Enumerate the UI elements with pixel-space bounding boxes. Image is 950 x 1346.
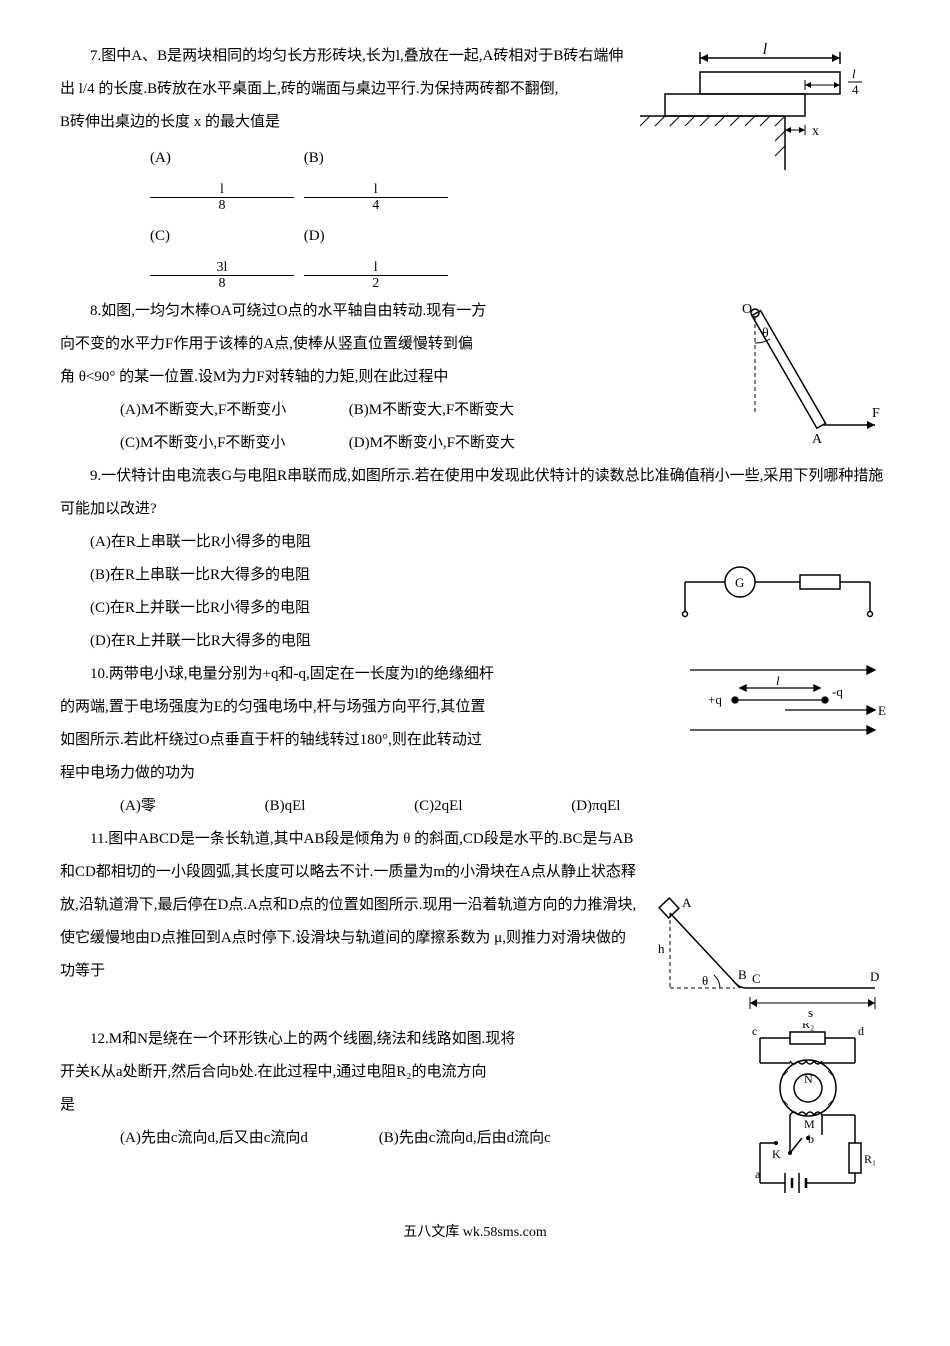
q12-opts: (A)先由c流向d,后又由c流向d (B)先由c流向d,后由d流向c xyxy=(60,1122,720,1155)
q7-optA-num: l xyxy=(150,182,294,198)
q12-fig-d: d xyxy=(858,1024,864,1038)
q7-fig-l4d: 4 xyxy=(852,82,859,97)
q10-optA: (A)零 xyxy=(90,790,156,823)
q11-fig-h: h xyxy=(658,941,665,956)
page-footer: 五八文库 wk.58sms.com xyxy=(60,1218,890,1249)
q8-opts2: (C)M不断变小,F不断变小 (D)M不断变小,F不断变大 xyxy=(60,427,700,460)
q8-optA: (A)M不断变大,F不断变小 xyxy=(90,394,345,427)
q8-line1: 8.如图,一均匀木棒OA可绕过O点的水平轴自由转动.现有一方 xyxy=(60,295,700,328)
q7-opts-row2: (C) 3l8 (D) l2 xyxy=(60,217,630,295)
q12-figure: c d R₂ N xyxy=(730,1023,890,1198)
q8-figure: O θ A F xyxy=(710,295,890,445)
q7-optC-den: 8 xyxy=(150,276,294,291)
q8-optB: (B)M不断变大,F不断变大 xyxy=(349,402,514,418)
q11-fig-C: C xyxy=(752,971,761,986)
q10-line3: 如图所示.若此杆绕过O点垂直于杆的轴线转过180°,则在此转动过 xyxy=(60,724,670,757)
q7-stem1: 7.图中A、B是两块相同的均匀长方形砖块,长为l,叠放在一起,A砖相对于B砖右端… xyxy=(60,40,630,106)
q12-fig-M: M xyxy=(804,1117,815,1131)
q10-optD: (D)πqEl xyxy=(541,790,620,823)
q10-line1: 10.两带电小球,电量分别为+q和-q,固定在一长度为l的绝缘细杆 xyxy=(60,658,670,691)
q10-figure: l +q -q E xyxy=(680,658,890,748)
q11-fig-s: s xyxy=(808,1005,813,1020)
q12-fig-R1: R₁ xyxy=(864,1152,876,1166)
q11-fig-B: B xyxy=(738,967,747,982)
q10-fig-E: E xyxy=(878,703,886,718)
q9-figure: G xyxy=(670,557,890,627)
q12-line1: 12.M和N是绕在一个环形铁心上的两个线圈,绕法和线路如图.现将 xyxy=(60,1023,720,1056)
q9-optA: (A)在R上串联一比R小得多的电阻 xyxy=(60,526,660,559)
q7-fig-x: x xyxy=(812,124,819,139)
q7-optB-den: 4 xyxy=(304,198,448,213)
q8-line2: 向不变的水平力F作用于该棒的A点,使棒从竖直位置缓慢转到偏 xyxy=(60,328,700,361)
q7-optD-label: (D) xyxy=(304,217,454,256)
q10-fig-l: l xyxy=(776,673,780,688)
q7-optA-den: 8 xyxy=(150,198,294,213)
q7-optB-num: l xyxy=(304,182,448,198)
q12-optA: (A)先由c流向d,后又由c流向d xyxy=(90,1122,375,1155)
q7-optA-label: (A) xyxy=(150,139,300,178)
q7-optD-num: l xyxy=(304,260,448,276)
q7-optC-num: 3l xyxy=(150,260,294,276)
q9-optB: (B)在R上串联一比R大得多的电阻 xyxy=(60,559,660,592)
q7-optC-label: (C) xyxy=(150,217,300,256)
q7-opts-row1: (A)l8 (B)l4 xyxy=(60,139,630,217)
q7-stem2: B砖伸出桌边的长度 x 的最大值是 xyxy=(60,106,630,139)
q8-optD: (D)M不断变小,F不断变大 xyxy=(349,435,515,451)
q9-optC: (C)在R上并联一比R小得多的电阻 xyxy=(60,592,660,625)
q9-fig-G: G xyxy=(735,575,744,590)
q10-optC: (C)2qEl xyxy=(384,790,462,823)
q12-fig-c: c xyxy=(752,1024,757,1038)
q8-fig-theta: θ xyxy=(762,326,769,341)
q8-optC: (C)M不断变小,F不断变小 xyxy=(90,427,345,460)
q12-line2: 开关K从a处断开,然后合向b处.在此过程中,通过电阻R₂的电流方向 xyxy=(60,1056,720,1089)
q11-fig-theta: θ xyxy=(702,973,708,988)
q10-fig-plus: +q xyxy=(708,692,722,707)
q11-figure: A B C D h θ s xyxy=(650,893,890,1023)
q7-figure: l l 4 xyxy=(640,40,890,170)
q10-line2: 的两端,置于电场强度为E的匀强电场中,杆与场强方向平行,其位置 xyxy=(60,691,670,724)
q12-fig-K: K xyxy=(772,1147,781,1161)
q7-fig-l4n: l xyxy=(852,66,856,81)
q8-opts1: (A)M不断变大,F不断变小 (B)M不断变大,F不断变大 xyxy=(60,394,700,427)
q12-fig-R2: R₂ xyxy=(802,1023,814,1031)
q10-optB: (B)qEl xyxy=(235,790,306,823)
q10-line4: 程中电场力做的功为 xyxy=(60,757,670,790)
q11-stem: 11.图中ABCD是一条长轨道,其中AB段是倾角为 θ 的斜面,CD段是水平的.… xyxy=(60,823,640,988)
q8-fig-O: O xyxy=(742,302,752,317)
q12-optB: (B)先由c流向d,后由d流向c xyxy=(379,1130,551,1146)
q12-fig-a: a xyxy=(755,1167,761,1181)
q8-fig-A: A xyxy=(812,432,823,445)
q7-optB-label: (B) xyxy=(304,139,454,178)
q7-optD-den: 2 xyxy=(304,276,448,291)
q11-fig-D: D xyxy=(870,969,879,984)
q12-line3: 是 xyxy=(60,1089,720,1122)
q11-fig-A: A xyxy=(682,895,692,910)
q9-optD: (D)在R上并联一比R大得多的电阻 xyxy=(60,625,660,658)
q9-stem: 9.一伏特计由电流表G与电阻R串联而成,如图所示.若在使用中发现此伏特计的读数总… xyxy=(60,460,890,526)
q12-fig-N: N xyxy=(804,1072,813,1086)
q10-fig-minus: -q xyxy=(832,684,843,699)
q8-line3: 角 θ<90° 的某一位置.设M为力F对转轴的力矩,则在此过程中 xyxy=(60,361,700,394)
q10-opts: (A)零 (B)qEl (C)2qEl (D)πqEl xyxy=(60,790,890,823)
q7-fig-l: l xyxy=(763,41,768,58)
q8-fig-F: F xyxy=(872,406,880,421)
